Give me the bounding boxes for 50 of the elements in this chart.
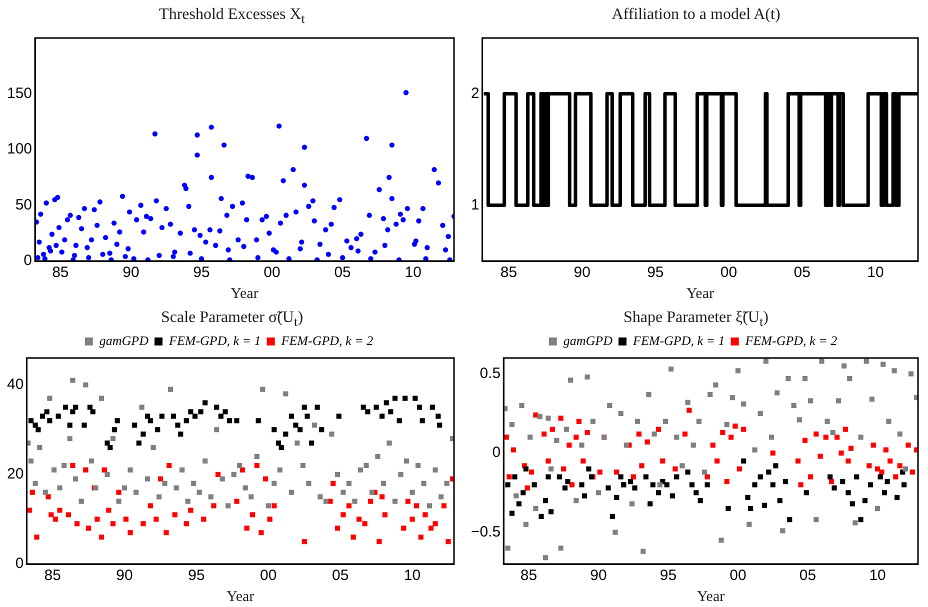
- x-tick-label: 00: [264, 264, 280, 282]
- y-tick-label: 0: [492, 444, 501, 462]
- x-tick-label: 95: [188, 567, 205, 584]
- legend-label: FEM-GPD, k = 2: [280, 332, 374, 348]
- x-tick-label: 95: [647, 264, 664, 282]
- y-tick-label: 50: [15, 196, 32, 214]
- legend-label: gamGPD: [99, 332, 150, 348]
- legend-label: FEM-GPD, k = 1: [168, 332, 261, 348]
- x-tick-label: 05: [334, 264, 351, 282]
- y-tick-label: 150: [6, 84, 32, 102]
- x-tick-label: 90: [574, 264, 590, 282]
- x-tick-label: 85: [520, 567, 538, 584]
- y-tick-label: 0.5: [480, 364, 501, 382]
- y-tick-label: 20: [6, 466, 24, 483]
- x-tick-label: 90: [122, 264, 140, 282]
- x-tick-label: 85: [500, 264, 518, 282]
- y-tick-label: −0.5: [470, 523, 501, 540]
- x-tick-label: 95: [193, 264, 210, 282]
- x-axis-title: Year: [686, 286, 714, 302]
- x-tick-label: 95: [660, 567, 677, 584]
- y-tick-label: 1: [471, 196, 480, 214]
- x-tick-label: 10: [867, 264, 884, 282]
- x-tick-label: 00: [260, 567, 277, 584]
- x-tick-label: 90: [116, 567, 133, 584]
- x-tick-label: 00: [730, 567, 746, 584]
- x-tick-label: 10: [404, 567, 421, 584]
- y-tick-label: 0: [15, 555, 24, 572]
- x-tick-label: 85: [44, 567, 61, 584]
- chart-title: Affiliation to a model A(t): [610, 5, 782, 25]
- x-tick-label: 10: [869, 567, 886, 584]
- chart-title: Threshold Excesses X$_{t}$: [158, 5, 306, 26]
- chart-title: Scale Parameter σ̃(U$_{t}$): [160, 308, 304, 330]
- x-axis-title: Year: [230, 286, 258, 302]
- y-tick-label: 40: [6, 376, 24, 394]
- x-axis-title: Year: [696, 588, 725, 605]
- legend-label: gamGPD: [563, 332, 614, 348]
- y-tick-label: 0: [24, 252, 32, 270]
- x-axis-title: Year: [226, 588, 254, 605]
- x-tick-label: 00: [720, 264, 738, 282]
- chart-title: Shape Parameter ξ̃(U$_{t}$): [622, 308, 770, 330]
- x-tick-label: 10: [404, 264, 422, 282]
- x-tick-label: 05: [794, 264, 810, 282]
- legend-label: FEM-GPD, k = 1: [632, 332, 725, 348]
- x-tick-label: 05: [799, 567, 816, 584]
- x-tick-label: 85: [52, 264, 69, 282]
- y-tick-label: 2: [471, 84, 480, 102]
- y-tick-label: 100: [6, 140, 32, 158]
- x-tick-label: 90: [590, 567, 607, 584]
- legend-label: FEM-GPD, k = 2: [744, 332, 838, 348]
- x-tick-label: 05: [332, 567, 349, 584]
